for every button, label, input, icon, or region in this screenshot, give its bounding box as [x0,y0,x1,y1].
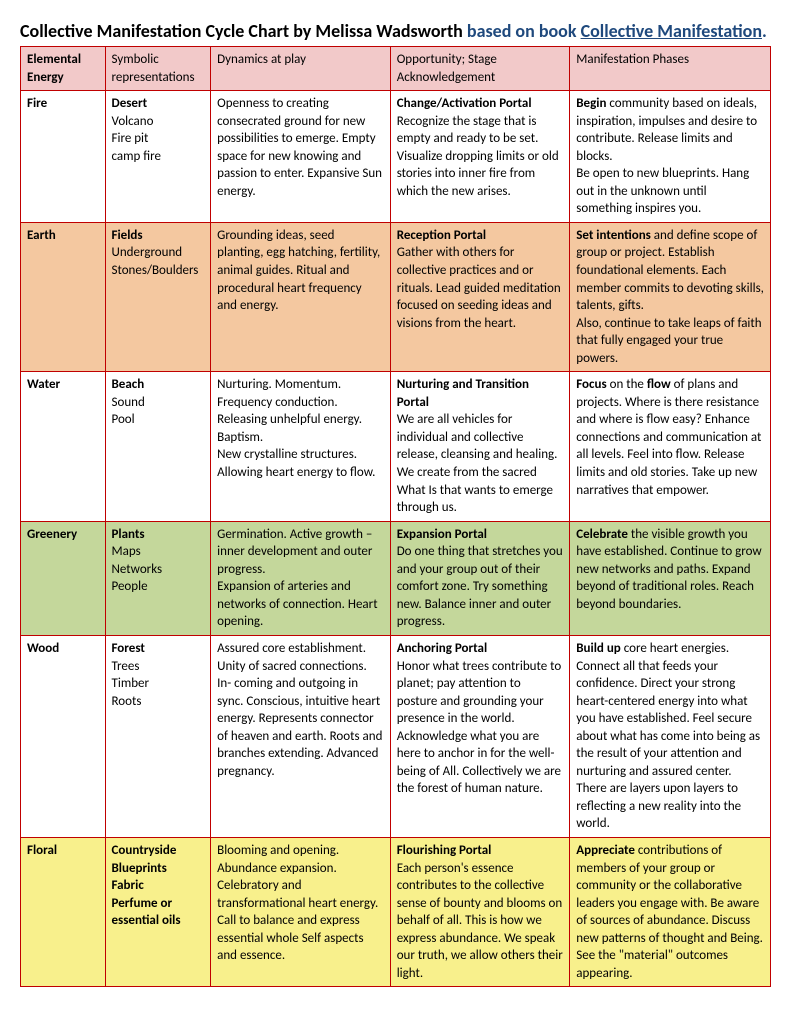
hdr-phases: Manifestation Phases [570,47,771,91]
water-symbolic-bold: Beach [112,377,145,392]
fire-symbolic: Desert VolcanoFire pitcamp fire [105,91,211,223]
floral-opp-bold: Flourishing Portal [397,843,492,858]
water-dynamics: Nurturing. Momentum. Frequency conductio… [211,372,391,521]
greenery-symbolic: Plants MapsNetworksPeople [105,521,211,635]
earth-energy: Earth [21,222,106,371]
wood-phase-bold: Build up [576,641,621,656]
earth-symbolic: Fields UndergroundStones/Boulders [105,222,211,371]
floral-phases: Appreciate contributions of members of y… [570,837,771,986]
water-phase-b1: Focus [576,377,606,392]
fire-opp-rest: Recognize the stage that is empty and re… [397,114,559,199]
fire-phase-bold: Begin [576,96,606,111]
wood-dynamics: Assured core establishment. Unity of sac… [211,635,391,837]
floral-energy: Floral [21,837,106,986]
greenery-opp-rest: Do one thing that stretches you and your… [397,544,563,629]
water-opportunity: Nurturing and Transition PortalWe are al… [390,372,570,521]
fire-opp-bold: Change/Activation Portal [397,96,532,111]
main-title: Collective Manifestation Cycle Chart by … [20,20,463,42]
water-opp-rest: We are all vehicles for individual and c… [397,412,558,515]
water-phases: Focus on the flow of plans and projects.… [570,372,771,521]
fire-symbolic-rest: VolcanoFire pitcamp fire [112,114,161,164]
fire-phases: Begin community based on ideals, inspira… [570,91,771,223]
row-fire: Fire Desert VolcanoFire pitcamp fire Open… [21,91,771,223]
floral-symbolic: CountrysideBlueprintsFabricPerfume or es… [105,837,211,986]
water-energy: Water [21,372,106,521]
fire-energy: Fire [21,91,106,223]
book-link[interactable]: Collective Manifestation [581,20,762,42]
water-symbolic-rest: SoundPool [112,395,145,428]
greenery-phases: Celebrate the visible growth you have es… [570,521,771,635]
greenery-opp-bold: Expansion Portal [397,527,487,542]
row-water: Water Beach SoundPool Nurturing. Momentum… [21,372,771,521]
earth-opp-bold: Reception Portal [397,228,486,243]
floral-opp-rest: Each person's essence contributes to the… [397,861,563,981]
row-floral: Floral CountrysideBlueprintsFabricPerfum… [21,837,771,986]
earth-symbolic-rest: UndergroundStones/Boulders [112,245,199,278]
cycle-chart-table: Elemental Energy Symbolic representation… [20,46,771,987]
floral-phase-bold: Appreciate [576,843,635,858]
water-phase-b2: flow [647,377,671,392]
water-phase-rest: of plans and projects. Where is there re… [576,377,761,497]
title-area: Collective Manifestation Cycle Chart by … [20,20,771,42]
greenery-phase-bold: Celebrate [576,527,628,542]
earth-phase-bold: Set intentions [576,228,651,243]
greenery-dynamics: Germination. Active growth – inner devel… [211,521,391,635]
floral-dynamics: Blooming and opening. Abundance expansio… [211,837,391,986]
fire-symbolic-bold: Desert [112,96,148,111]
fire-opportunity: Change/Activation Portal Recognize the st… [390,91,570,223]
fire-dynamics: Openness to creating consecrated ground … [211,91,391,223]
wood-phases: Build up core heart energies. Connect al… [570,635,771,837]
floral-phase-rest: contributions of members of your group o… [576,843,763,981]
wood-opportunity: Anchoring Portal Honor what trees contrib… [390,635,570,837]
wood-symbolic-bold: Forest [112,641,145,656]
wood-symbolic: Forest TreesTimberRoots [105,635,211,837]
row-greenery: Greenery Plants MapsNetworksPeople Germin… [21,521,771,635]
based-on-text: based on book [463,20,581,42]
wood-symbolic-rest: TreesTimberRoots [112,659,150,709]
hdr-energy: Elemental Energy [21,47,106,91]
floral-symbolic-bold: CountrysideBlueprintsFabricPerfume or es… [112,843,181,928]
greenery-energy: Greenery [21,521,106,635]
earth-opportunity: Reception Portal Gather with others for c… [390,222,570,371]
header-row: Elemental Energy Symbolic representation… [21,47,771,91]
water-opp-bold: Nurturing and Transition Portal [397,377,529,410]
title-trailing: . [762,20,767,42]
earth-dynamics: Grounding ideas, seed planting, egg hatc… [211,222,391,371]
row-wood: Wood Forest TreesTimberRoots Assured core… [21,635,771,837]
floral-opportunity: Flourishing Portal Each person's essence … [390,837,570,986]
earth-phases: Set intentions and define scope of group… [570,222,771,371]
fire-phase-rest: community based on ideals, inspiration, … [576,96,757,216]
wood-energy: Wood [21,635,106,837]
row-earth: Earth Fields UndergroundStones/Boulders G… [21,222,771,371]
hdr-symbolic: Symbolic representations [105,47,211,91]
water-symbolic: Beach SoundPool [105,372,211,521]
greenery-symbolic-bold: Plants [112,527,145,542]
earth-phase-rest: and define scope of group or project. Es… [576,228,764,366]
wood-opp-bold: Anchoring Portal [397,641,487,656]
wood-opp-rest: Honor what trees contribute to planet; p… [397,659,562,797]
wood-phase-rest: core heart energies. Connect all that fe… [576,641,760,831]
earth-symbolic-bold: Fields [112,228,143,243]
greenery-opportunity: Expansion Portal Do one thing that stretc… [390,521,570,635]
greenery-symbolic-rest: MapsNetworksPeople [112,544,163,594]
hdr-opportunity: Opportunity; Stage Acknowledgement [390,47,570,91]
earth-opp-rest: Gather with others for collective practi… [397,245,561,330]
hdr-dynamics: Dynamics at play [211,47,391,91]
water-phase-m1: on the [607,377,647,392]
